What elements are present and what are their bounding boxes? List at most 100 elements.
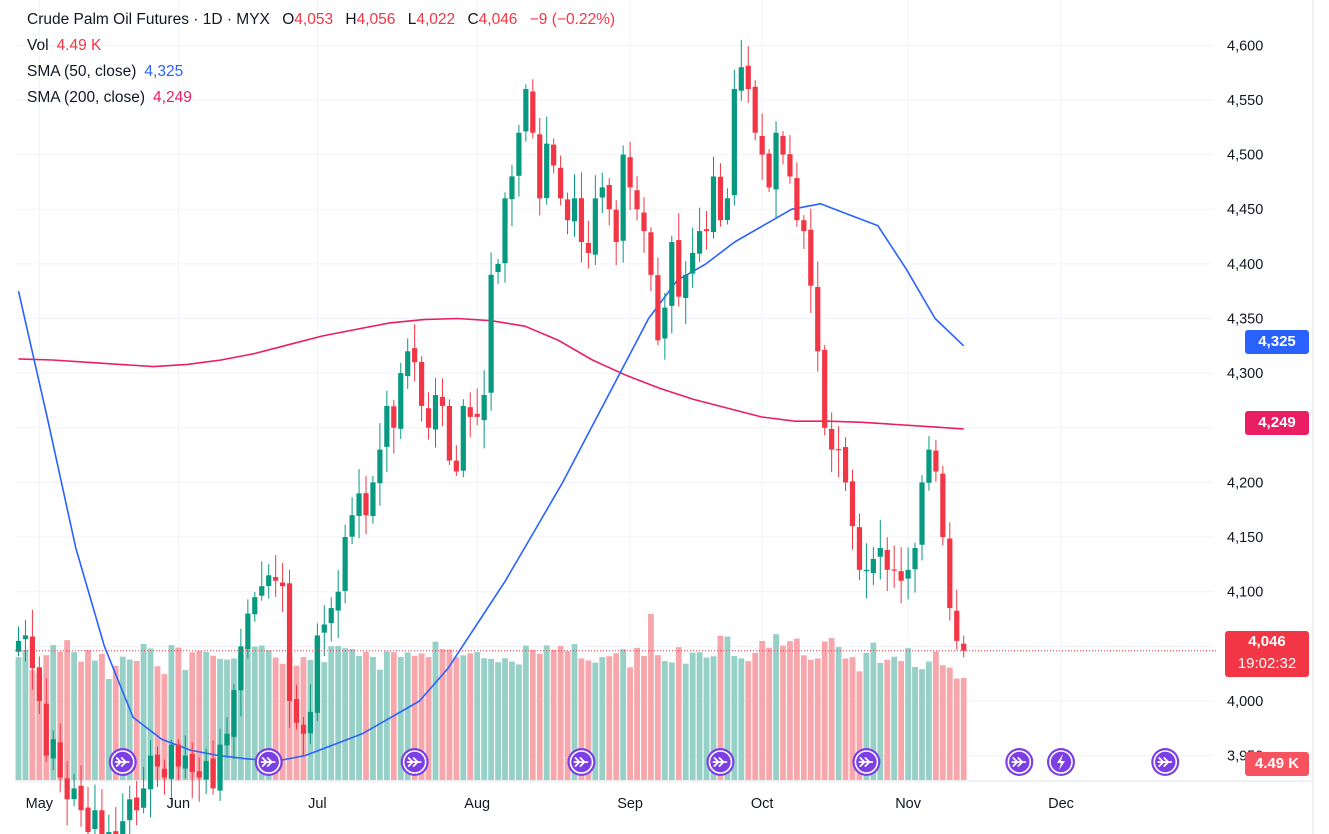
volume-bar — [933, 651, 939, 780]
volume-badge: 4.49 K — [1245, 752, 1309, 776]
legend-main-row[interactable]: Crude Palm Oil Futures · 1D · MYX O4,053… — [27, 7, 615, 33]
y-tick-label: 4,600 — [1227, 38, 1263, 54]
candle-body — [717, 176, 724, 221]
volume-bar — [446, 649, 453, 780]
y-tick-label: 4,000 — [1227, 694, 1263, 710]
close-label: C — [467, 11, 479, 28]
candle-body — [50, 739, 56, 759]
arrow-glyph — [114, 757, 130, 767]
volume-bar — [863, 652, 870, 780]
earnings-arrow-icon[interactable] — [1005, 748, 1034, 776]
volume-bar — [363, 651, 369, 780]
candle-body — [259, 586, 265, 596]
volume-bar — [321, 662, 328, 780]
volume-bar — [377, 669, 383, 780]
earnings-arrow-icon[interactable] — [567, 748, 596, 776]
candle-body — [71, 788, 77, 800]
volume-bar — [411, 655, 418, 780]
candle-body — [120, 821, 126, 834]
candlesticks — [15, 39, 967, 834]
y-tick-label: 4,100 — [1227, 585, 1263, 601]
volume-value: 4.49 K — [56, 37, 102, 54]
volume-bar — [800, 655, 807, 780]
arrow-glyph — [712, 757, 728, 767]
candle-body — [558, 167, 564, 199]
candle-body — [676, 240, 682, 297]
volume-bar — [766, 647, 772, 780]
volume-bar — [418, 653, 425, 780]
earnings-arrow-icon[interactable] — [1151, 748, 1180, 776]
candle-body — [842, 447, 849, 483]
candle-body — [822, 349, 828, 428]
candle-body — [752, 86, 758, 133]
volume-bar — [99, 653, 105, 780]
candle-body — [648, 232, 654, 275]
candle-body — [252, 597, 258, 615]
candle-body — [273, 577, 279, 581]
dividend-lightning-icon[interactable] — [1047, 748, 1075, 776]
earnings-arrow-icon[interactable] — [108, 748, 137, 776]
candle-body — [22, 635, 29, 640]
high-label: H — [345, 11, 357, 28]
earnings-arrow-icon[interactable] — [852, 748, 881, 776]
y-tick-label: 4,350 — [1227, 312, 1263, 328]
volume-bar — [467, 653, 474, 780]
volume-bar — [759, 640, 766, 780]
x-tick-label: Dec — [1048, 796, 1074, 812]
volume-bar — [724, 636, 731, 780]
volume-bar — [439, 649, 446, 780]
y-tick-label: 4,200 — [1227, 475, 1263, 491]
arrow-glyph — [573, 757, 589, 767]
y-tick-label: 4,500 — [1227, 148, 1263, 164]
volume-bar — [481, 658, 488, 780]
candle-body — [801, 220, 807, 232]
legend-volume-row[interactable]: Vol 4.49 K — [27, 33, 615, 59]
time-axis[interactable]: May Jun Jul Aug Sep Oct Nov Dec — [26, 796, 1074, 812]
candle-body — [731, 89, 737, 196]
volume-bar — [919, 669, 925, 780]
candle-body — [516, 132, 522, 176]
candle-body — [683, 274, 689, 298]
candle-body — [321, 624, 327, 633]
candle-body — [168, 744, 174, 779]
candle-body — [314, 635, 320, 713]
candle-body — [933, 450, 939, 472]
x-tick-label: Sep — [617, 796, 643, 812]
sma50-label: SMA (50, close) — [27, 63, 137, 80]
event-markers[interactable] — [108, 748, 1180, 776]
volume-bar — [912, 666, 918, 780]
volume-bar — [960, 677, 967, 780]
candle-body — [703, 229, 710, 232]
sma200-price-badge: 4,249 — [1245, 411, 1309, 435]
volume-bar — [342, 648, 349, 780]
x-tick-label: Oct — [751, 796, 774, 812]
candle-body — [29, 636, 35, 669]
volume-bar — [592, 662, 599, 780]
legend-sma50-row[interactable]: SMA (50, close) 4,325 — [27, 59, 615, 85]
earnings-arrow-icon[interactable] — [254, 748, 283, 776]
earnings-arrow-icon[interactable] — [400, 748, 429, 776]
volume-bar — [953, 678, 960, 780]
candle-body — [863, 569, 869, 572]
candle-body — [954, 610, 960, 641]
legend-sma200-row[interactable]: SMA (200, close) 4,249 — [27, 85, 615, 111]
candle-body — [544, 143, 550, 199]
volume-bar — [57, 651, 64, 780]
volume-bar — [689, 652, 696, 780]
candle-body — [43, 703, 49, 756]
volume-bar — [502, 658, 508, 780]
earnings-arrow-icon[interactable] — [706, 748, 735, 776]
sma200-value: 4,249 — [153, 89, 192, 106]
candle-body — [127, 799, 133, 821]
volume-bar — [661, 661, 668, 780]
candle-body — [495, 263, 501, 273]
candle-body — [141, 788, 147, 808]
volume-bar — [147, 648, 154, 780]
volume-bar — [383, 651, 390, 780]
volume-bar — [404, 652, 411, 780]
symbol-title[interactable]: Crude Palm Oil Futures · 1D · MYX — [27, 11, 270, 28]
volume-bar — [905, 648, 911, 780]
volume-bar — [244, 647, 251, 780]
candle-body — [36, 667, 42, 701]
